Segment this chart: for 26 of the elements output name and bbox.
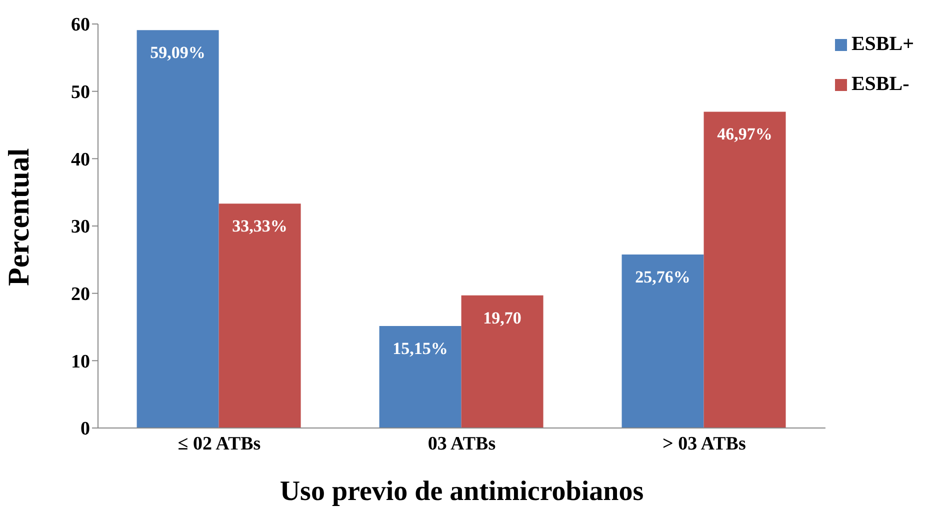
y-tick-label: 10 <box>71 351 90 372</box>
x-tick-label: > 03 ATBs <box>662 433 746 454</box>
y-tick-label: 60 <box>71 14 90 36</box>
legend-label: ESBL- <box>851 73 910 95</box>
legend-label: ESBL+ <box>851 33 914 55</box>
bar <box>218 204 301 428</box>
bar <box>136 30 219 428</box>
y-tick-label: 40 <box>71 149 90 170</box>
y-tick-label: 30 <box>71 216 90 238</box>
y-axis-title: Percentual <box>2 148 36 286</box>
x-axis-title: Uso previo de antimicrobianos <box>280 476 644 507</box>
bar <box>622 254 704 428</box>
bar <box>461 295 544 428</box>
y-tick-label: 50 <box>71 82 90 104</box>
x-tick-label: 03 ATBs <box>428 433 496 454</box>
y-tick-label: 0 <box>80 418 90 440</box>
bar <box>379 326 462 428</box>
data-label: 33,33% <box>232 216 288 236</box>
data-label: 19,70 <box>483 308 522 328</box>
data-label: 15,15% <box>392 338 448 358</box>
data-label: 46,97% <box>717 124 772 144</box>
x-tick-label: ≤ 02 ATBs <box>178 433 261 454</box>
y-tick-label: 20 <box>71 284 90 306</box>
data-label: 59,09% <box>150 43 206 62</box>
data-label: 25,76% <box>635 268 690 287</box>
bar <box>704 112 786 428</box>
